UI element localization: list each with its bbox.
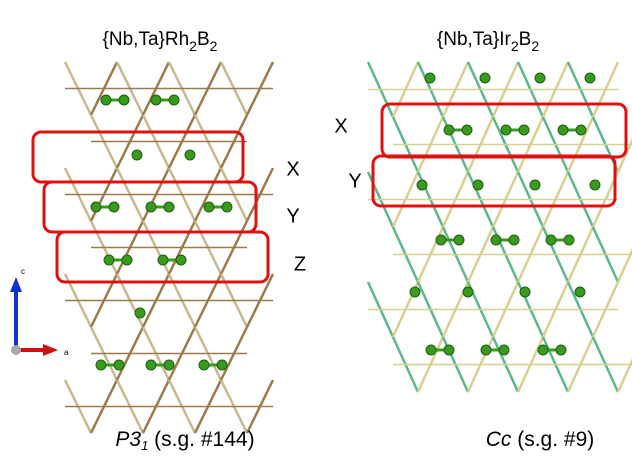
atom	[151, 95, 161, 105]
atom	[556, 345, 566, 355]
atom	[146, 202, 156, 212]
atom	[425, 73, 435, 83]
atom	[546, 235, 556, 245]
atom	[199, 360, 209, 370]
title-sub: 2	[511, 38, 519, 54]
caption-part: P3	[115, 428, 141, 451]
axis-label: c	[21, 267, 25, 276]
atom	[91, 202, 101, 212]
layer-label: X	[334, 115, 347, 137]
atom	[585, 73, 595, 83]
atom	[109, 202, 119, 212]
atom	[146, 360, 156, 370]
atom	[491, 235, 501, 245]
atom	[480, 73, 490, 83]
atom	[132, 150, 142, 160]
origin	[11, 345, 21, 355]
atom	[436, 235, 446, 245]
atom	[158, 255, 168, 265]
caption-part: Cc	[486, 428, 512, 451]
title-sub: 2	[531, 38, 539, 54]
caption-sub: 1	[141, 438, 148, 453]
atom	[410, 287, 420, 297]
atom	[481, 345, 491, 355]
atom	[462, 125, 472, 135]
atom	[164, 360, 174, 370]
right-caption: Cc (s.g. #9)	[486, 428, 595, 451]
atom	[426, 345, 436, 355]
atom	[135, 308, 145, 318]
atom	[564, 235, 574, 245]
left-caption: P31 (s.g. #144)	[115, 428, 254, 454]
atom	[222, 202, 232, 212]
a-arrow	[43, 344, 58, 356]
atom	[501, 125, 511, 135]
atom	[119, 95, 129, 105]
right-title: {Nb,Ta}Ir2B2	[437, 29, 539, 54]
atom	[96, 360, 106, 370]
page: {Nb,Ta}Rh2B2 {Nb,Ta}Ir2B2 X Y Z X Y c a …	[0, 0, 632, 468]
atom	[185, 150, 195, 160]
atom	[444, 125, 454, 135]
atom	[217, 360, 227, 370]
layer-label: Y	[286, 205, 299, 227]
atom	[454, 235, 464, 245]
layer-label: Z	[294, 253, 306, 275]
atom	[104, 255, 114, 265]
caption-part: (s.g. #144)	[148, 428, 254, 451]
atom	[538, 345, 548, 355]
atom	[417, 180, 427, 190]
atom	[463, 287, 473, 297]
layer-label: Y	[348, 170, 361, 192]
atom	[519, 125, 529, 135]
axis-label: a	[64, 348, 69, 357]
c-arrow	[10, 277, 22, 292]
title-part: B	[197, 29, 210, 50]
atom	[164, 202, 174, 212]
left-title: {Nb,Ta}Rh2B2	[103, 29, 218, 54]
title-part: B	[519, 29, 532, 50]
atom	[122, 255, 132, 265]
atom	[509, 235, 519, 245]
atom	[520, 287, 530, 297]
atom	[444, 345, 454, 355]
atom	[204, 202, 214, 212]
structures	[65, 62, 632, 433]
atom	[114, 360, 124, 370]
title-part: {Nb,Ta}Ir	[437, 29, 512, 50]
atom	[530, 180, 540, 190]
atom	[169, 95, 179, 105]
atom	[576, 125, 586, 135]
atom	[558, 125, 568, 135]
caption-part: (s.g. #9)	[511, 428, 594, 451]
atom	[176, 255, 186, 265]
atom	[499, 345, 509, 355]
atom	[473, 180, 483, 190]
title-sub: 2	[210, 38, 218, 54]
atom	[590, 180, 600, 190]
figure: {Nb,Ta}Rh2B2 {Nb,Ta}Ir2B2 X Y Z X Y c a …	[0, 0, 632, 463]
atom	[575, 287, 585, 297]
atom	[101, 95, 111, 105]
title-part: {Nb,Ta}Rh	[103, 29, 190, 50]
atom	[535, 73, 545, 83]
title-sub: 2	[189, 38, 197, 54]
layer-label: X	[286, 158, 299, 180]
